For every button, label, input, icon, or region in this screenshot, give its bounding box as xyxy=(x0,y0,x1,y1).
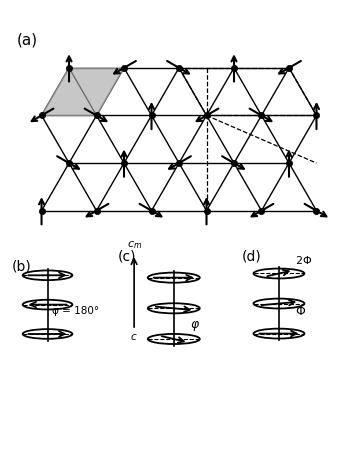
Text: (c): (c) xyxy=(118,250,137,264)
Polygon shape xyxy=(41,68,124,116)
Text: (d): (d) xyxy=(242,250,261,264)
Text: (a): (a) xyxy=(17,32,38,47)
Text: $2\Phi$: $2\Phi$ xyxy=(295,254,312,266)
Text: $\Phi$: $\Phi$ xyxy=(295,305,306,318)
Text: $c_m$: $c_m$ xyxy=(127,239,142,251)
Text: (b): (b) xyxy=(11,259,31,273)
Text: $c$: $c$ xyxy=(130,332,138,342)
Text: φ = 180°: φ = 180° xyxy=(52,306,99,316)
Text: $\varphi$: $\varphi$ xyxy=(190,319,200,333)
